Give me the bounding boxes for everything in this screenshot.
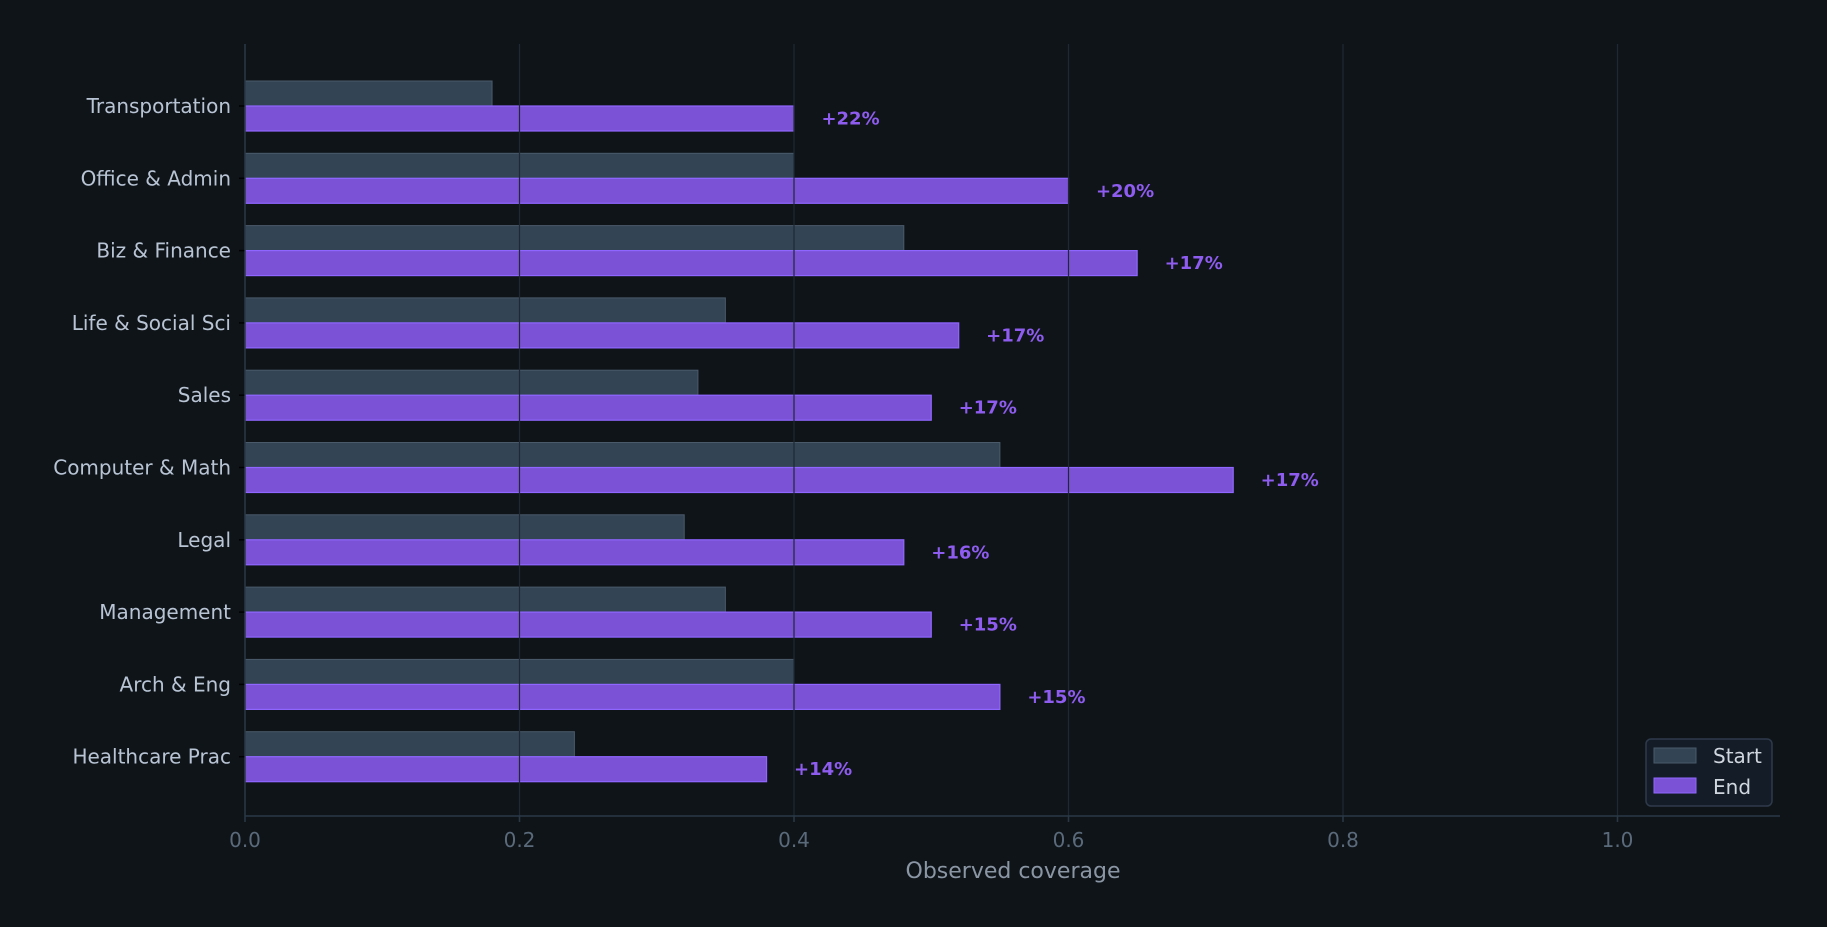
legend-swatch-end	[1653, 777, 1697, 794]
x-tick-label: 0.6	[1053, 828, 1085, 852]
legend-swatch-start	[1653, 747, 1697, 764]
y-tick-label: Office & Admin	[81, 166, 231, 190]
bar-end	[244, 466, 1234, 494]
y-tick-label: Arch & Eng	[120, 672, 231, 696]
change-annotation: +22%	[821, 109, 879, 130]
y-tick-label: Biz & Finance	[96, 239, 231, 263]
change-annotation: +17%	[1165, 253, 1223, 274]
y-tick-label: Life & Social Sci	[72, 311, 231, 335]
bar-end	[244, 250, 1138, 277]
bar-end	[244, 394, 932, 421]
change-annotation: +17%	[986, 325, 1044, 346]
change-annotation: +15%	[1027, 687, 1085, 708]
legend-label-start: Start	[1713, 744, 1762, 768]
x-tick-label: 0.2	[504, 828, 536, 852]
y-tick-label: Legal	[177, 528, 231, 552]
bar-end	[244, 322, 960, 349]
y-tick-label: Management	[99, 600, 231, 624]
bar-start	[244, 514, 685, 541]
bar-end	[244, 756, 768, 783]
bar-end	[244, 177, 1070, 204]
x-tick-label: 0.4	[778, 828, 810, 852]
change-annotation: +20%	[1096, 181, 1154, 202]
bar-end	[244, 611, 932, 638]
legend-label-end: End	[1713, 775, 1751, 799]
x-tick-label: 0.0	[229, 828, 261, 852]
bar-end	[244, 539, 905, 566]
change-annotation: +15%	[959, 615, 1017, 636]
y-tick-label: Healthcare Prac	[72, 745, 231, 769]
bar-start	[244, 80, 493, 107]
bar-start	[244, 225, 905, 252]
bar-start	[244, 297, 726, 324]
bar-start	[244, 369, 699, 396]
change-annotation: +17%	[959, 398, 1017, 419]
x-tick-label: 0.8	[1327, 828, 1359, 852]
change-annotation: +14%	[794, 759, 852, 780]
x-tick-label: 1.0	[1602, 828, 1634, 852]
bar-start	[244, 442, 1001, 468]
y-tick-label: Sales	[178, 383, 231, 407]
x-axis-label: Observed coverage	[906, 859, 1121, 884]
bar-start	[244, 586, 726, 613]
bar-start	[244, 731, 575, 758]
y-tick-label: Computer & Math	[53, 456, 231, 480]
legend: Start End	[1645, 738, 1773, 807]
y-tick-label: Transportation	[86, 94, 231, 118]
change-annotation: +17%	[1261, 470, 1319, 491]
change-annotation: +16%	[931, 542, 989, 563]
bar-end	[244, 683, 1001, 711]
